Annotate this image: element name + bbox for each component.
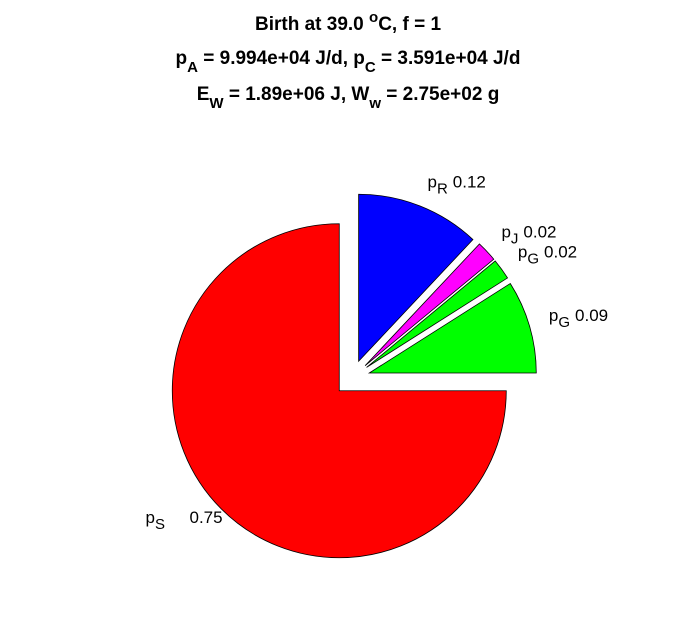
value-label: 0.12 <box>453 172 486 191</box>
label-main: p <box>501 223 510 242</box>
title-run: w <box>368 95 381 112</box>
title-run: A <box>187 59 198 76</box>
category-label: pJ <box>501 223 518 248</box>
slice-label: pG 0.09 <box>549 306 608 331</box>
label-main: p <box>518 242 527 261</box>
pie-slice <box>366 260 509 368</box>
title-run: = 2.75e+02 g <box>381 84 499 105</box>
title-run: = 3.591e+04 J/d <box>376 48 521 69</box>
label-sub: G <box>527 250 539 267</box>
title-run: W <box>209 95 224 112</box>
value-label: 0.09 <box>575 306 608 325</box>
title-run: C, f = 1 <box>378 14 441 35</box>
value-label: 0.02 <box>523 223 556 242</box>
label-sub: R <box>437 180 448 197</box>
pie-slice <box>358 193 474 363</box>
pie-slice <box>367 282 537 374</box>
chart-title: pA = 9.994e+04 J/d, pC = 3.591e+04 J/d <box>176 48 521 76</box>
category-label: pG <box>549 306 570 331</box>
slice-label: pG 0.02 <box>518 242 577 267</box>
title-run: p <box>176 48 188 69</box>
slice-label: pR 0.12 <box>427 172 485 197</box>
title-run: = 9.994e+04 J/d, p <box>198 48 365 69</box>
title-run: E <box>197 84 210 105</box>
value-label: 0.75 <box>189 508 222 527</box>
title-run: C <box>365 59 376 76</box>
chart-title: EW = 1.89e+06 J, Ww = 2.75e+02 g <box>197 84 500 112</box>
category-label: pG <box>518 242 539 267</box>
slice-label: pS 0.75 <box>146 508 223 533</box>
value-label: 0.02 <box>544 242 577 261</box>
pie-slice <box>364 243 495 366</box>
slice-label: pJ 0.02 <box>501 223 556 248</box>
chart-title: Birth at 39.0 oC, f = 1 <box>255 9 441 35</box>
title-run: o <box>369 9 378 26</box>
category-label: pS <box>146 508 165 533</box>
title-run: Birth at 39.0 <box>255 14 369 35</box>
label-main: p <box>427 172 436 191</box>
label-sub: S <box>155 516 165 533</box>
label-main: p <box>549 306 558 325</box>
title-run: = 1.89e+06 J, W <box>224 84 370 105</box>
label-sub: G <box>558 314 570 331</box>
label-main: p <box>146 508 155 527</box>
pie-slice <box>171 223 507 559</box>
label-sub: J <box>511 231 519 248</box>
category-label: pR <box>427 172 447 197</box>
